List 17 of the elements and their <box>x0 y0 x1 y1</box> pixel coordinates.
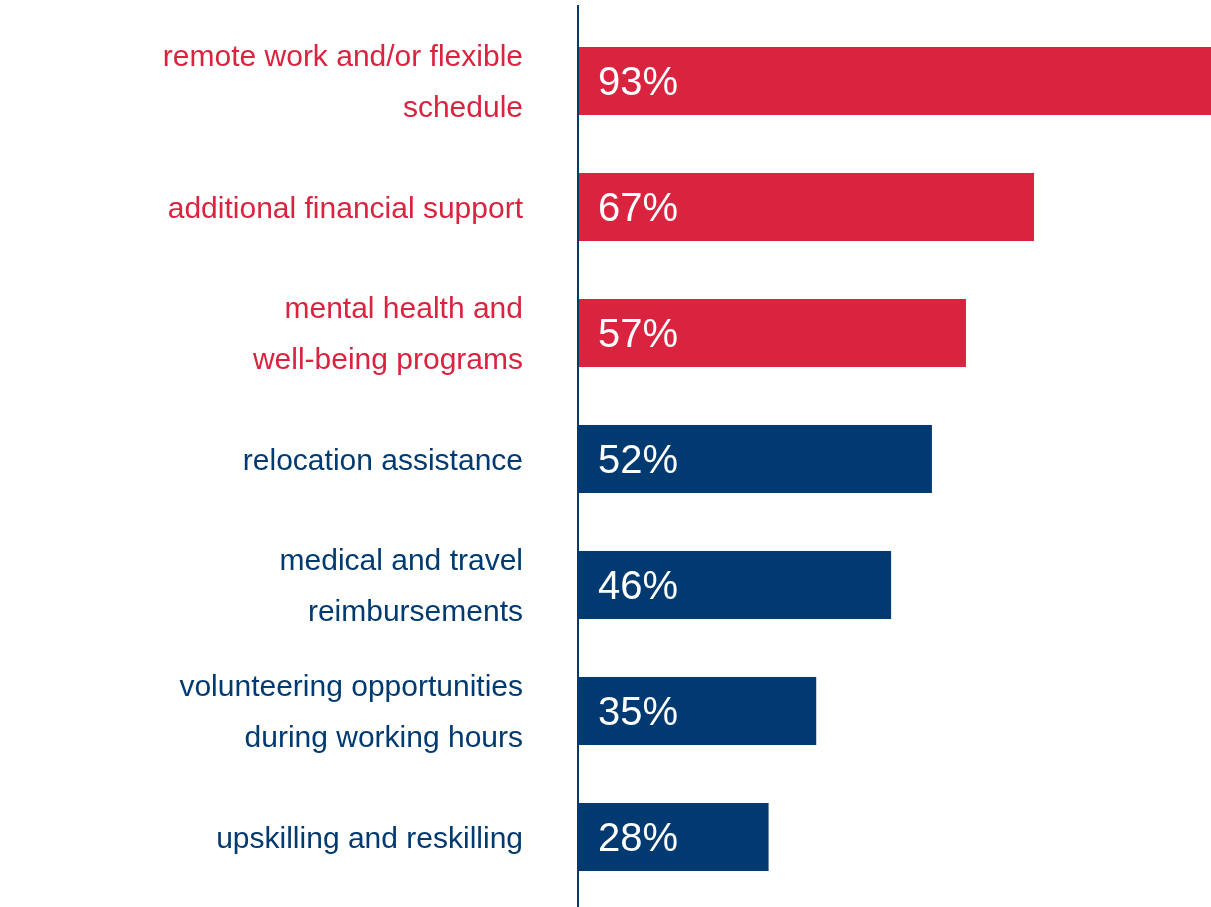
y-tick-label: relocation assistance <box>242 442 523 476</box>
bar <box>578 298 966 368</box>
y-tick-label: additional financial support <box>167 190 524 224</box>
data-label: 46% <box>598 563 679 607</box>
data-label: 57% <box>598 311 679 355</box>
data-label: 67% <box>598 185 679 229</box>
bar <box>578 172 1035 242</box>
data-label: 35% <box>598 689 679 733</box>
y-tick-label: remote work and/or flexible schedule <box>162 39 523 123</box>
y-tick-label: volunteering opportunities during working hours <box>179 669 523 753</box>
y-tick-label: upskilling and reskilling <box>216 820 523 854</box>
data-label: 52% <box>598 437 679 481</box>
data-label: 28% <box>598 815 679 859</box>
y-tick-label: medical and travel reimbursements <box>279 543 523 627</box>
y-tick-label: mental health and well-being programs <box>251 291 523 375</box>
bar <box>578 46 1211 116</box>
data-label: 93% <box>598 59 679 103</box>
